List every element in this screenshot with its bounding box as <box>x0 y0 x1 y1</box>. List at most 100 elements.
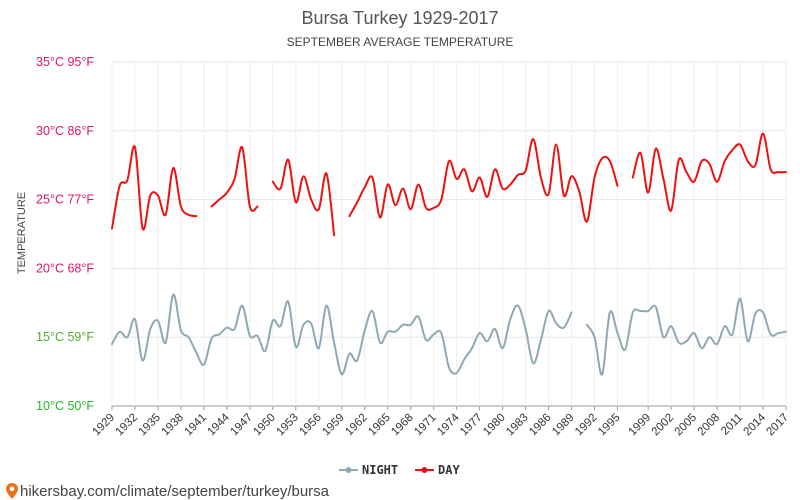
night-data-point[interactable] <box>651 302 661 312</box>
day-data-point[interactable] <box>153 190 163 200</box>
night-data-point[interactable] <box>191 347 201 357</box>
night-data-point[interactable] <box>176 325 186 335</box>
day-data-point[interactable] <box>590 173 600 183</box>
night-data-point[interactable] <box>153 316 163 326</box>
day-data-point[interactable] <box>681 167 691 177</box>
day-data-point[interactable] <box>168 163 178 173</box>
night-data-point[interactable] <box>314 343 324 353</box>
night-data-point[interactable] <box>727 329 737 339</box>
day-data-point[interactable] <box>459 164 469 174</box>
day-data-point[interactable] <box>253 201 263 211</box>
night-data-point[interactable] <box>452 368 462 378</box>
day-data-point[interactable] <box>651 144 661 154</box>
night-data-point[interactable] <box>122 332 132 342</box>
day-data-point[interactable] <box>574 186 584 196</box>
day-data-point[interactable] <box>344 211 354 221</box>
day-data-point[interactable] <box>276 184 286 194</box>
day-data-point[interactable] <box>360 182 370 192</box>
night-data-point[interactable] <box>283 296 293 306</box>
day-data-point[interactable] <box>635 148 645 158</box>
night-data-point[interactable] <box>720 321 730 331</box>
night-data-point[interactable] <box>352 356 362 366</box>
night-data-point[interactable] <box>482 336 492 346</box>
day-data-point[interactable] <box>406 204 416 214</box>
day-data-point[interactable] <box>666 206 676 216</box>
night-data-point[interactable] <box>467 343 477 353</box>
day-data-point[interactable] <box>390 200 400 210</box>
day-data-point[interactable] <box>161 210 171 220</box>
day-data-point[interactable] <box>758 129 768 139</box>
day-data-point[interactable] <box>138 223 148 233</box>
day-data-point[interactable] <box>544 189 554 199</box>
night-data-point[interactable] <box>689 328 699 338</box>
night-data-point[interactable] <box>184 332 194 342</box>
day-data-point[interactable] <box>298 171 308 181</box>
day-data-point[interactable] <box>429 203 439 213</box>
day-data-point[interactable] <box>689 177 699 187</box>
legend-item-night[interactable]: NIGHT <box>339 463 398 477</box>
night-data-point[interactable] <box>567 307 577 317</box>
night-data-point[interactable] <box>620 345 630 355</box>
day-data-point[interactable] <box>613 181 623 191</box>
day-data-point[interactable] <box>436 195 446 205</box>
day-data-point[interactable] <box>658 174 668 184</box>
night-data-point[interactable] <box>490 324 500 334</box>
night-data-point[interactable] <box>536 335 546 345</box>
day-data-point[interactable] <box>329 230 339 240</box>
night-data-point[interactable] <box>582 320 592 330</box>
night-data-point[interactable] <box>666 321 676 331</box>
day-data-point[interactable] <box>214 195 224 205</box>
day-data-point[interactable] <box>750 160 760 170</box>
night-data-point[interactable] <box>130 314 140 324</box>
day-data-point[interactable] <box>482 192 492 202</box>
day-data-point[interactable] <box>528 134 538 144</box>
night-data-point[interactable] <box>360 325 370 335</box>
day-data-point[interactable] <box>321 168 331 178</box>
night-data-point[interactable] <box>107 339 117 349</box>
day-data-point[interactable] <box>176 201 186 211</box>
footer-url-link[interactable]: hikersbay.com/climate/september/turkey/b… <box>20 483 330 500</box>
day-data-point[interactable] <box>475 173 485 183</box>
night-data-point[interactable] <box>613 328 623 338</box>
day-data-point[interactable] <box>352 197 362 207</box>
night-data-point[interactable] <box>513 301 523 311</box>
night-data-point[interactable] <box>237 301 247 311</box>
day-data-point[interactable] <box>452 174 462 184</box>
night-data-point[interactable] <box>735 294 745 304</box>
day-data-point[interactable] <box>567 171 577 181</box>
day-data-point[interactable] <box>367 173 377 183</box>
night-data-point[interactable] <box>590 332 600 342</box>
day-data-point[interactable] <box>398 184 408 194</box>
day-data-point[interactable] <box>643 188 653 198</box>
night-data-point[interactable] <box>436 328 446 338</box>
day-data-point[interactable] <box>107 223 117 233</box>
day-data-point[interactable] <box>559 190 569 200</box>
night-data-point[interactable] <box>781 327 791 337</box>
day-data-point[interactable] <box>191 211 201 221</box>
night-data-point[interactable] <box>605 307 615 317</box>
night-data-point[interactable] <box>337 369 347 379</box>
day-data-point[interactable] <box>222 188 232 198</box>
night-data-point[interactable] <box>321 301 331 311</box>
night-data-point[interactable] <box>704 332 714 342</box>
day-data-point[interactable] <box>122 175 132 185</box>
day-data-point[interactable] <box>237 142 247 152</box>
night-data-point[interactable] <box>375 338 385 348</box>
night-data-point[interactable] <box>276 321 286 331</box>
day-data-point[interactable] <box>444 156 454 166</box>
night-data-point[interactable] <box>475 328 485 338</box>
day-data-point[interactable] <box>781 167 791 177</box>
night-data-point[interactable] <box>413 312 423 322</box>
night-data-point[interactable] <box>459 354 469 364</box>
day-data-point[interactable] <box>582 217 592 227</box>
night-data-point[interactable] <box>344 349 354 359</box>
day-data-point[interactable] <box>628 173 638 183</box>
night-data-point[interactable] <box>230 324 240 334</box>
day-data-point[interactable] <box>536 173 546 183</box>
day-data-point[interactable] <box>521 166 531 176</box>
night-data-point[interactable] <box>367 306 377 316</box>
day-data-point[interactable] <box>490 164 500 174</box>
day-data-point[interactable] <box>551 140 561 150</box>
night-data-point[interactable] <box>390 327 400 337</box>
night-data-point[interactable] <box>712 339 722 349</box>
